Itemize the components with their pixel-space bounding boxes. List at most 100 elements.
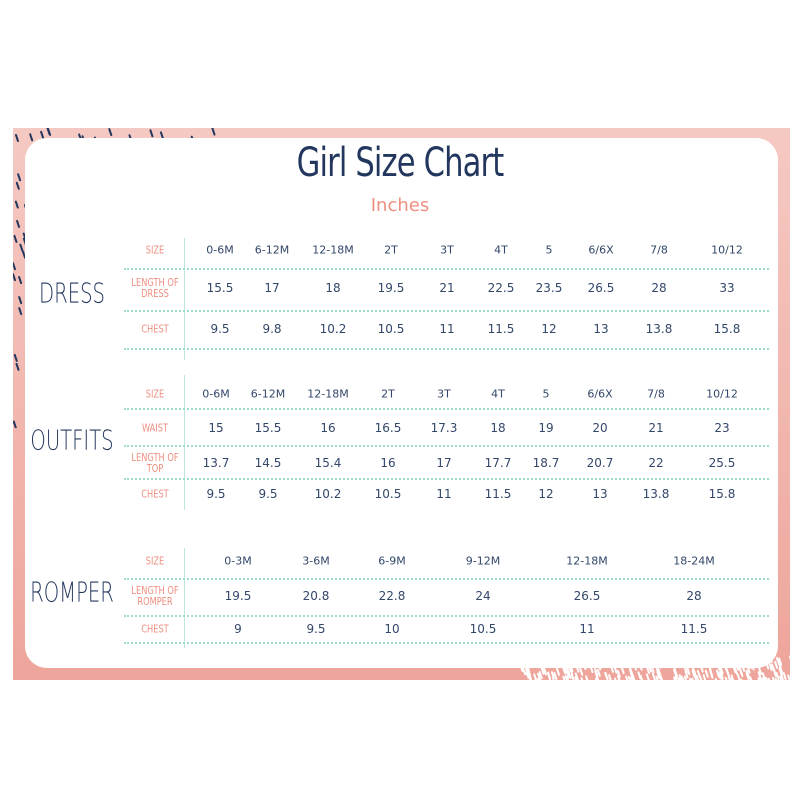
value-cell: 28: [651, 281, 667, 295]
value-cell: 26.5: [587, 281, 615, 295]
dash-mark: [749, 676, 753, 680]
dash-mark: [620, 666, 625, 675]
size-header-cell: 3T: [440, 243, 454, 257]
value-cell: 19: [538, 421, 554, 435]
size-header-cell: 4T: [491, 387, 505, 401]
dash-mark: [708, 668, 713, 677]
value-cell: 23: [714, 421, 730, 435]
size-header-cell: 12-18M: [312, 243, 354, 257]
section-title-dress: DRESS: [39, 276, 105, 310]
value-cell: 26.5: [573, 589, 601, 603]
size-header-cell: 5: [545, 243, 553, 257]
dash-mark: [625, 675, 629, 680]
value-cell: 9.5: [258, 487, 278, 501]
value-cell: 15.4: [314, 456, 342, 470]
dash-mark: [677, 677, 681, 680]
size-header-cell: 2T: [384, 243, 398, 257]
dash-mark: [551, 676, 555, 680]
value-cell: 9: [234, 622, 242, 636]
dash-mark: [13, 273, 17, 282]
value-cell: 13.8: [645, 322, 673, 336]
dash-mark: [570, 673, 575, 680]
dash-mark: [149, 129, 154, 138]
value-cell: 15: [208, 421, 224, 435]
dash-mark: [555, 667, 560, 676]
value-cell: 18.7: [532, 456, 560, 470]
dash-mark: [579, 667, 584, 676]
dash-mark: [567, 671, 572, 680]
value-cell: 10: [384, 622, 400, 636]
value-cell: 10.5: [374, 487, 402, 501]
dash-mark: [13, 353, 18, 362]
size-header-cell: 7/8: [650, 243, 668, 257]
dash-mark: [772, 669, 777, 678]
value-cell: 15.5: [254, 421, 282, 435]
dash-mark: [639, 674, 644, 680]
dash-mark: [547, 671, 552, 680]
dash-mark: [595, 674, 600, 680]
dash-mark: [730, 674, 735, 680]
dash-mark: [627, 675, 631, 680]
value-cell: 13.7: [202, 456, 230, 470]
dash-mark: [778, 667, 783, 676]
dash-mark: [565, 676, 569, 680]
value-cell: 13: [593, 322, 609, 336]
row-label: WAIST: [141, 421, 169, 435]
dash-mark: [779, 675, 783, 680]
row-divider: [124, 578, 769, 580]
value-cell: 11.5: [487, 322, 515, 336]
size-header-cell: 6-9M: [378, 554, 406, 568]
dash-mark: [564, 675, 568, 680]
dash-mark: [616, 669, 621, 678]
row-label: LENGTH OF DRESS: [131, 276, 179, 300]
dash-mark: [764, 676, 768, 680]
size-header-cell: 2T: [381, 387, 395, 401]
value-cell: 23.5: [535, 281, 563, 295]
value-cell: 16: [380, 456, 396, 470]
dash-mark: [553, 672, 558, 680]
dash-mark: [538, 671, 543, 680]
value-cell: 20.8: [302, 589, 330, 603]
value-cell: 33: [719, 281, 735, 295]
value-cell: 12: [538, 487, 554, 501]
dash-mark: [569, 667, 574, 676]
dash-mark: [574, 677, 578, 680]
value-cell: 11: [579, 622, 595, 636]
size-header-cell: 7/8: [647, 387, 665, 401]
dash-mark: [19, 243, 24, 252]
value-cell: 11: [439, 322, 455, 336]
dash-mark: [13, 420, 17, 428]
value-cell: 18: [490, 421, 506, 435]
column-divider: [184, 375, 185, 510]
dash-mark: [695, 675, 700, 680]
dash-mark: [522, 667, 527, 676]
dash-mark: [655, 675, 659, 680]
value-cell: 17: [264, 281, 280, 295]
value-cell: 22.8: [378, 589, 406, 603]
value-cell: 11.5: [680, 622, 708, 636]
dash-mark: [778, 657, 783, 666]
dash-mark: [18, 276, 23, 285]
dash-mark: [13, 262, 17, 271]
dash-mark: [108, 128, 113, 137]
dash-mark: [719, 666, 724, 675]
dash-mark: [211, 128, 216, 136]
dash-mark: [630, 676, 633, 680]
dash-mark: [540, 666, 545, 675]
row-divider: [124, 615, 769, 617]
dash-mark: [16, 219, 21, 228]
dash-mark: [678, 674, 683, 680]
dash-mark: [683, 675, 687, 680]
size-header-cell: 10/12: [706, 387, 738, 401]
dash-mark: [674, 675, 678, 680]
row-divider: [124, 268, 769, 270]
value-cell: 9.8: [262, 322, 282, 336]
row-label: LENGTH OF ROMPER: [131, 584, 179, 608]
dash-mark: [537, 677, 540, 680]
dash-mark: [673, 676, 676, 680]
value-cell: 18: [325, 281, 341, 295]
dash-mark: [727, 676, 731, 680]
value-cell: 12: [541, 322, 557, 336]
dash-mark: [40, 130, 45, 139]
dash-mark: [542, 667, 547, 676]
